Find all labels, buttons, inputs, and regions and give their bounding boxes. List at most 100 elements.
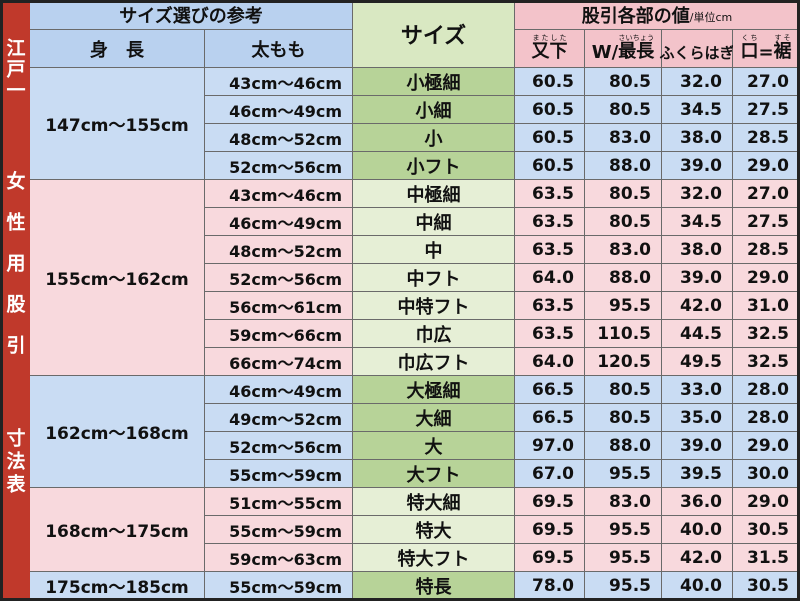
thigh-range: 43cm～46cm <box>205 68 353 96</box>
measurement: 28.5 <box>733 236 800 264</box>
measurement: 69.5 <box>515 516 585 544</box>
measurement: 110.5 <box>585 320 662 348</box>
thigh-range: 46cm～49cm <box>205 96 353 124</box>
height-range: 147cm～155cm <box>30 68 205 180</box>
measurement: 28.0 <box>733 404 800 432</box>
size-name: 小フト <box>353 152 515 180</box>
ruby: 口くち <box>740 34 758 63</box>
height-range: 168cm～175cm <box>30 488 205 572</box>
measurement: 95.5 <box>585 516 662 544</box>
size-name: 中極細 <box>353 180 515 208</box>
measurement: 39.0 <box>662 432 733 460</box>
thigh-range: 55cm～59cm <box>205 572 353 600</box>
size-name: 特長 <box>353 572 515 600</box>
measurement: 44.5 <box>662 320 733 348</box>
measurement: 63.5 <box>515 320 585 348</box>
size-name: 小細 <box>353 96 515 124</box>
header-thigh: 太もも <box>205 30 353 68</box>
measurement: 40.0 <box>662 572 733 600</box>
side-title-line: 女性用股引 <box>3 171 26 376</box>
measurement: 32.0 <box>662 68 733 96</box>
measurement: 69.5 <box>515 544 585 572</box>
size-name: 巾広フト <box>353 348 515 376</box>
measurement: 27.0 <box>733 180 800 208</box>
measurement: 34.5 <box>662 96 733 124</box>
measurement: 29.0 <box>733 264 800 292</box>
measurement: 31.5 <box>733 544 800 572</box>
header-size: サイズ <box>353 0 515 68</box>
thigh-range: 49cm～52cm <box>205 404 353 432</box>
size-name: 中細 <box>353 208 515 236</box>
thigh-range: 56cm～61cm <box>205 292 353 320</box>
measurement: 95.5 <box>585 544 662 572</box>
measurement: 40.0 <box>662 516 733 544</box>
size-name: 小極細 <box>353 68 515 96</box>
height-range: 162cm～168cm <box>30 376 205 488</box>
thigh-range: 55cm～59cm <box>205 460 353 488</box>
measurement: 80.5 <box>585 96 662 124</box>
measurement: 60.5 <box>515 96 585 124</box>
column-label: 口 <box>740 41 759 62</box>
ruby-text: くち <box>740 34 759 42</box>
measurement: 83.0 <box>585 236 662 264</box>
thigh-range: 46cm～49cm <box>205 376 353 404</box>
measurement: 80.5 <box>585 180 662 208</box>
column-label: 又下 <box>531 41 568 62</box>
measurement: 42.0 <box>662 292 733 320</box>
size-name: 大極細 <box>353 376 515 404</box>
measurement: 35.0 <box>662 404 733 432</box>
size-name: 中 <box>353 236 515 264</box>
thigh-range: 52cm～56cm <box>205 152 353 180</box>
measurement: 95.5 <box>585 572 662 600</box>
measurement: 60.5 <box>515 124 585 152</box>
ruby: 又下またした <box>532 34 568 63</box>
measurement: 67.0 <box>515 460 585 488</box>
size-name: 特大 <box>353 516 515 544</box>
measurement: 95.5 <box>585 292 662 320</box>
thigh-range: 59cm～66cm <box>205 320 353 348</box>
measurement: 38.0 <box>662 236 733 264</box>
column-header: 又下またした <box>515 30 585 68</box>
measurement: 60.5 <box>515 152 585 180</box>
column-header: ふくらはぎ <box>660 30 735 68</box>
measurement: 88.0 <box>585 152 662 180</box>
header-right-text: 股引各部の値 <box>581 5 690 27</box>
measurement: 42.0 <box>662 544 733 572</box>
size-name: 特大細 <box>353 488 515 516</box>
measurement: 28.0 <box>733 376 800 404</box>
measurement: 32.5 <box>733 320 800 348</box>
thigh-range: 52cm～56cm <box>205 432 353 460</box>
side-title: 江戸一女性用股引寸法表 <box>0 0 30 601</box>
height-range: 155cm～162cm <box>30 180 205 376</box>
thigh-range: 48cm～52cm <box>205 124 353 152</box>
ruby-text: さいちょう <box>618 34 655 42</box>
measurement: 27.5 <box>733 96 800 124</box>
ruby: 裾すそ <box>774 34 792 63</box>
measurement: 66.5 <box>515 376 585 404</box>
size-name: 大フト <box>353 460 515 488</box>
measurement: 34.5 <box>662 208 733 236</box>
thigh-range: 52cm～56cm <box>205 264 353 292</box>
side-title-line: 寸法表 <box>3 428 26 497</box>
header-unit: /単位cm <box>689 11 733 24</box>
measurement: 64.0 <box>515 264 585 292</box>
measurement: 60.5 <box>515 68 585 96</box>
thigh-range: 55cm～59cm <box>205 516 353 544</box>
measurement: 39.0 <box>662 264 733 292</box>
side-title-line: 江戸一 <box>3 38 26 101</box>
measurement: 97.0 <box>515 432 585 460</box>
header-height: 身 長 <box>30 30 205 68</box>
measurement: 63.5 <box>515 292 585 320</box>
measurement: 38.0 <box>662 124 733 152</box>
measurement: 78.0 <box>515 572 585 600</box>
measurement: 64.0 <box>515 348 585 376</box>
thigh-range: 66cm～74cm <box>205 348 353 376</box>
size-name: 中特フト <box>353 292 515 320</box>
measurement: 28.5 <box>733 124 800 152</box>
column-header: 口くち = 裾すそ <box>733 30 800 68</box>
measurement: 29.0 <box>733 432 800 460</box>
measurement: 95.5 <box>585 460 662 488</box>
measurement: 88.0 <box>585 432 662 460</box>
measurement: 39.5 <box>662 460 733 488</box>
